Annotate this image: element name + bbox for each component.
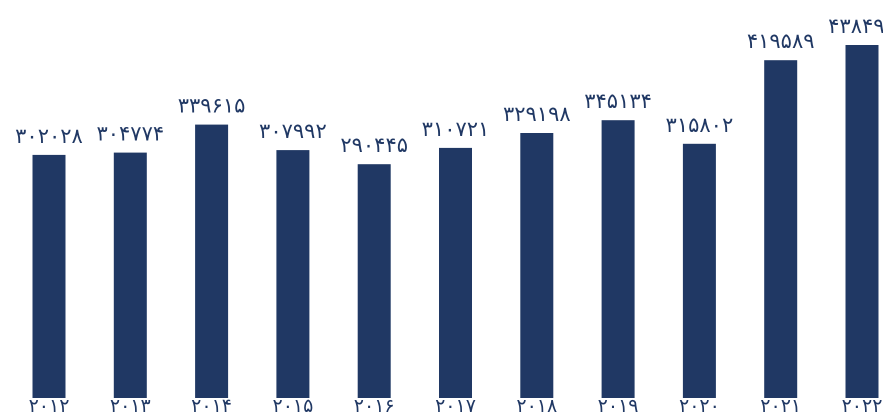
category-label-6: ۲۰۱۸	[516, 395, 557, 416]
category-label-0: ۲۰۱۲	[29, 395, 70, 416]
value-label-9: ۴۱۹۵۸۹	[747, 29, 815, 53]
bar-2	[195, 124, 229, 398]
category-label-8: ۲۰۲۰	[679, 395, 720, 416]
category-label-1: ۲۰۱۳	[110, 395, 151, 416]
category-label-9: ۲۰۲۱	[760, 395, 801, 416]
value-label-10: ۴۳۸۴۹۳	[828, 14, 883, 38]
category-label-2: ۲۰۱۴	[191, 395, 232, 416]
category-label-3: ۲۰۱۵	[272, 395, 313, 416]
category-label-7: ۲۰۱۹	[598, 395, 639, 416]
bar-8	[682, 143, 716, 398]
value-label-0: ۳۰۲۰۲۸	[15, 124, 83, 148]
bar-10	[845, 45, 879, 398]
value-label-7: ۳۴۵۱۳۴	[584, 89, 652, 113]
value-label-8: ۳۱۵۸۰۲	[666, 113, 734, 137]
bar-7	[601, 120, 635, 398]
value-label-5: ۳۱۰۷۲۱	[422, 117, 490, 141]
category-label-5: ۲۰۱۷	[435, 395, 476, 416]
bar-5	[439, 147, 472, 398]
bar-0	[32, 154, 66, 398]
category-label-10: ۲۰۲۲	[842, 395, 883, 416]
category-labels-group: ۲۰۱۲ ۲۰۱۳ ۲۰۱۴ ۲۰۱۵ ۲۰۱۶ ۲۰۱۷ ۲۰۱۸ ۲۰۱۹ ۲۰۲۰ ۲۰۲۱…	[29, 395, 883, 416]
bar-3	[276, 150, 310, 398]
value-label-4: ۲۹۰۴۴۵	[340, 133, 408, 157]
bar-4	[357, 164, 391, 398]
bar-1	[113, 152, 147, 398]
bar-9	[764, 60, 798, 398]
value-label-2: ۳۳۹۶۱۵	[178, 94, 246, 118]
value-label-6: ۳۲۹۱۹۸	[503, 102, 571, 126]
bar-6	[520, 133, 554, 398]
category-label-4: ۲۰۱۶	[354, 395, 395, 416]
bars-group	[32, 45, 879, 398]
value-label-1: ۳۰۴۷۷۴	[96, 122, 164, 146]
value-label-3: ۳۰۷۹۹۲	[259, 119, 327, 143]
value-labels-group: ۳۰۲۰۲۸ ۳۰۴۷۷۴ ۳۳۹۶۱۵ ۳۰۷۹۹۲ ۲۹۰۴۴۵ ۳۱۰۷۲۱ ۳۲۹۱…	[15, 14, 883, 157]
